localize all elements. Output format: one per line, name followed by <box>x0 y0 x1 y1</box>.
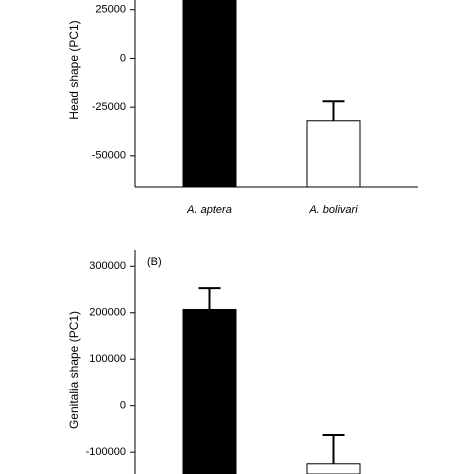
y-tick-label: -25000 <box>92 101 126 113</box>
plot <box>182 287 361 474</box>
y-tick-label: 300000 <box>89 260 126 272</box>
plot <box>182 0 361 187</box>
y-tick-label: 25000 <box>95 4 126 16</box>
bar <box>306 120 361 187</box>
y-tick-label: 0 <box>120 400 126 412</box>
y-axis-label: Genitalia shape (PC1) <box>67 311 81 429</box>
bar <box>182 0 237 187</box>
y-tick-label: 0 <box>120 52 126 64</box>
y-tick-label: -100000 <box>86 446 126 458</box>
x-tick-label: A. aptera <box>186 204 232 216</box>
x-tick-label: A. bolivari <box>308 204 358 216</box>
bar <box>306 463 361 474</box>
y-axis-label: Head shape (PC1) <box>67 20 81 119</box>
y-tick-label: -50000 <box>92 150 126 162</box>
y-tick-label: 200000 <box>89 307 126 319</box>
bar <box>182 308 237 474</box>
y-tick-label: 100000 <box>89 353 126 365</box>
panel-label: (B) <box>147 256 162 268</box>
